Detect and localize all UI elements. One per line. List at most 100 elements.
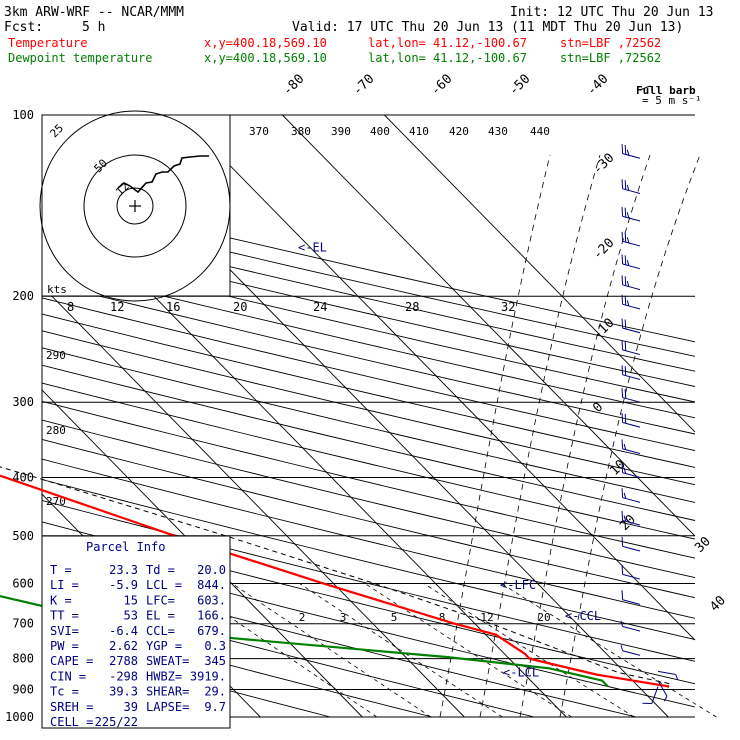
adiabat-320 <box>41 499 696 662</box>
wind-barb-staff <box>622 650 641 656</box>
parcel-trace <box>0 466 670 685</box>
speed-label-24: 24 <box>313 300 327 314</box>
wind-barb <box>621 231 641 247</box>
parcel-row-value-a: 2788 <box>109 654 138 668</box>
pressure-label-200: 200 <box>12 289 34 303</box>
parcel-row-value-a: 2.62 <box>109 639 138 653</box>
parcel-row-label-b: HWBZ= <box>146 669 182 683</box>
theta-label-420: 420 <box>449 125 469 138</box>
parcel-row-value-b: 345 <box>204 654 226 668</box>
pressure-label-1000: 1000 <box>5 710 34 724</box>
wind-barb <box>621 318 641 334</box>
wind-barb <box>621 510 641 526</box>
wind-barb <box>621 439 641 454</box>
parcel-row-value-a: 39.3 <box>109 685 138 699</box>
wind-barb-feather <box>626 237 630 244</box>
dew-legend-stn: stn=LBF ,72562 <box>560 51 661 65</box>
wind-barb-feather <box>621 590 624 600</box>
adiabat-340 <box>41 458 696 619</box>
theta-label-390: 390 <box>331 125 351 138</box>
dew-legend-name: Dewpoint temperature <box>8 51 153 65</box>
parcel-row-label-b: CCL= <box>146 624 175 638</box>
pressure-axis-labels: 100 200 300 400 500 600 700 800 900 1000 <box>5 108 34 724</box>
wind-barb-feather <box>621 231 624 242</box>
adiabat-370 <box>41 400 696 559</box>
parcel-row-label-a: SREH = <box>50 700 93 714</box>
parcel-info-frame <box>41 535 231 729</box>
wind-barb-feather <box>621 275 624 285</box>
fcst-value: 5 h <box>82 20 105 35</box>
pressure-label-500: 500 <box>12 529 34 543</box>
parcel-row-label-b: SWEAT= <box>146 654 189 668</box>
wind-barb <box>621 412 641 428</box>
wind-barb-staff <box>657 680 668 697</box>
speed-label-12: 12 <box>110 300 124 314</box>
dew-legend-latlon: lat,lon= 41.12,-100.67 <box>368 51 527 65</box>
pressure-label-400: 400 <box>12 470 34 484</box>
wind-barb-feather <box>626 280 630 287</box>
parcel-row-value-a: 39 <box>124 700 138 714</box>
wind-barb-feather <box>624 207 627 218</box>
dewpoint-trace <box>0 594 609 688</box>
parcel-level-labels: <-EL <-LFC <-CCL <-LCL <box>298 241 601 680</box>
theta-left-label-290: 290 <box>46 349 66 362</box>
adiabat-330 <box>41 479 696 640</box>
adiabat-390 <box>41 364 696 521</box>
wind-barb <box>621 294 641 310</box>
parcel-row-value-a: 23.3 <box>109 563 138 577</box>
wind-barb <box>621 206 641 222</box>
parcel-row-value-a: 225/22 <box>95 715 138 729</box>
level-label-lcl: <-LCL <box>503 666 539 680</box>
pressure-label-900: 900 <box>12 682 34 696</box>
wind-barb-feather <box>621 564 624 575</box>
wind-barb-feather <box>623 515 627 522</box>
hodograph-trace <box>117 155 209 194</box>
parcel-row-value-a: -298 <box>109 669 138 683</box>
wind-barb-feather <box>621 144 624 154</box>
temp-legend-stn: stn=LBF ,72562 <box>560 36 661 50</box>
wind-barb-feather <box>623 467 627 474</box>
parcel-row-label-a: CAPE = <box>50 654 93 668</box>
theta-left-label-270: 270 <box>46 495 66 508</box>
adiabat-440 <box>41 281 696 435</box>
wind-barb-staff <box>622 599 641 605</box>
dew-legend-xy: x,y=400.18,569.10 <box>204 51 327 65</box>
mixing-ratio-5 <box>299 583 503 718</box>
speed-label-8: 8 <box>67 300 74 314</box>
wind-barb-feather <box>621 365 624 375</box>
wind-barb-feather <box>626 259 630 266</box>
valid-time: Valid: 17 UTC Thu 20 Jun 13 (11 MDT Thu … <box>292 20 683 35</box>
parcel-row-label-a: CELL = <box>50 715 93 729</box>
wind-barb-staff <box>622 573 641 580</box>
theta-label-430: 430 <box>488 125 508 138</box>
wind-barb-feather <box>621 294 624 305</box>
wind-barb-feather <box>621 340 624 350</box>
wind-barb <box>621 536 641 552</box>
mixing-ratio-20 <box>500 583 717 718</box>
isotherm-50 <box>384 114 696 433</box>
wind-barb-feather <box>626 184 630 191</box>
temp-legend-name: Temperature <box>8 36 87 50</box>
parcel-row-value-b: 166. <box>197 609 226 623</box>
parcel-row-value-b: 603. <box>197 593 226 607</box>
theta-label-400: 400 <box>370 125 390 138</box>
pressure-label-800: 800 <box>12 652 34 666</box>
wind-barb-feather <box>621 388 624 398</box>
wind-barbs <box>620 144 679 704</box>
speed-label-16: 16 <box>166 300 180 314</box>
hodograph-ring-outer <box>39 110 231 302</box>
wind-key-units: = 5 m s⁻¹ <box>642 94 702 107</box>
wind-barb-feather <box>624 232 627 243</box>
parcel-row-label-a: PW = <box>50 639 79 653</box>
hodograph-unit: kts <box>47 283 67 296</box>
level-label-el: <-EL <box>298 241 327 255</box>
wind-key-title: Full barb <box>636 84 696 97</box>
theta-label-410: 410 <box>409 125 429 138</box>
mixing-ratio-labels: 2 3 5 8 12 20 <box>299 611 551 624</box>
wind-barb-feather <box>624 341 627 351</box>
wind-barb <box>621 590 641 605</box>
fcst-label: Fcst: <box>4 20 43 35</box>
theta-label-380: 380 <box>291 125 311 138</box>
wind-barb-feather <box>621 463 624 473</box>
parcel-row-label-a: K = <box>50 593 72 607</box>
